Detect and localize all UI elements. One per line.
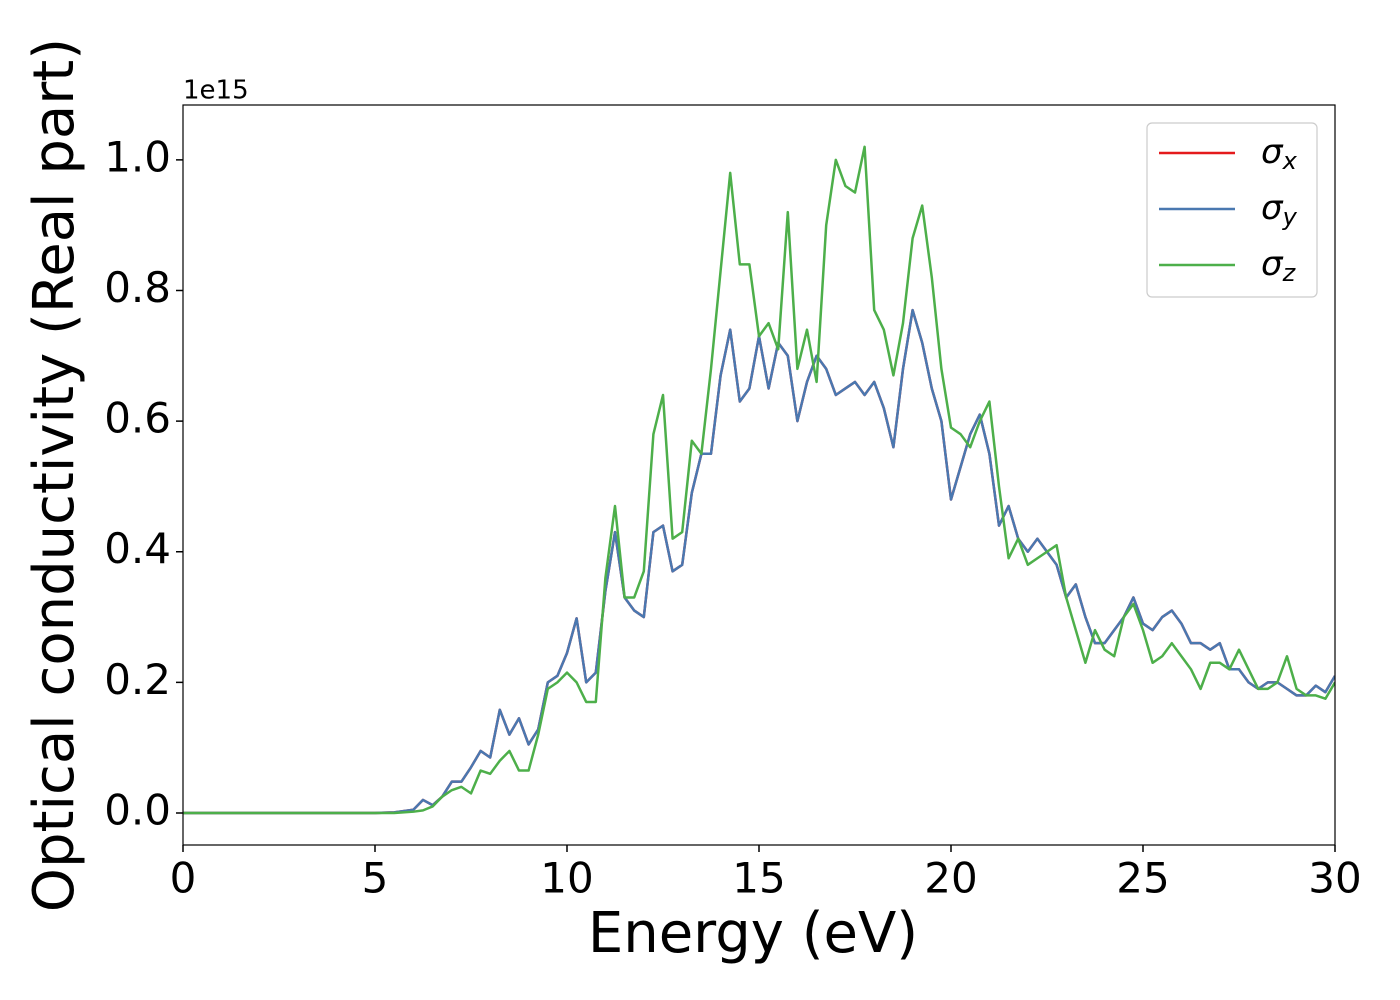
x-tick-label: 25	[1116, 854, 1169, 903]
x-tick-label: 15	[732, 854, 785, 903]
y-tick-label: 0.0	[104, 785, 171, 834]
legend-label: σx	[1261, 132, 1298, 176]
x-axis-label: Energy (eV)	[588, 901, 918, 966]
y-tick-label: 0.4	[104, 524, 171, 573]
series-line	[183, 145, 1335, 815]
x-tick-label: 10	[540, 854, 593, 903]
x-tick-label: 5	[362, 854, 389, 903]
y-tick-label: 0.8	[104, 263, 171, 312]
y-axis-label: Optical conductivity (Real part)	[22, 38, 87, 912]
legend-label: σz	[1261, 244, 1297, 288]
y-tick-label: 0.2	[104, 655, 171, 704]
y-offset-label: 1e15	[183, 76, 249, 106]
legend-label: σy	[1261, 188, 1298, 232]
x-tick-label: 30	[1308, 854, 1361, 903]
x-tick-label: 0	[170, 854, 197, 903]
series-line	[183, 308, 1335, 815]
plot-frame	[182, 104, 1336, 846]
series-line	[183, 308, 1335, 815]
y-tick-label: 0.6	[104, 394, 171, 443]
x-tick-label: 20	[924, 854, 977, 903]
y-tick-label: 1.0	[104, 132, 171, 181]
